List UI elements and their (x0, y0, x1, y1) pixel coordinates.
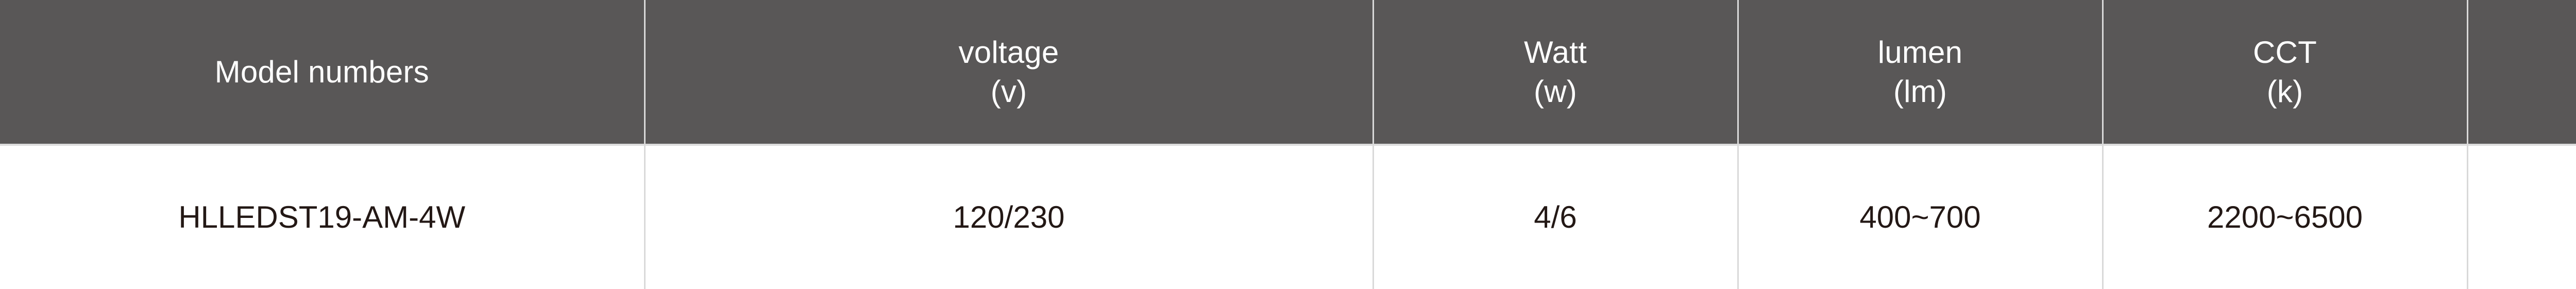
table-body: HLLEDST19-AM-4W 120/230 4/6 400~700 2200… (0, 145, 2576, 289)
cell-voltage: 120/230 (645, 145, 1374, 289)
column-header-watt-line2: (w) (1534, 74, 1577, 109)
column-header-watt-line1: Watt (1524, 35, 1587, 70)
column-header-colour-line1: Colour (2473, 53, 2576, 92)
cell-colour: amber (2467, 145, 2576, 289)
column-header-watt: Watt (w) (1373, 0, 1739, 146)
column-header-model-numbers: Model numbers (0, 0, 646, 146)
column-header-voltage-line1: voltage (958, 35, 1059, 70)
cell-model-number: HLLEDST19-AM-4W (0, 145, 646, 289)
column-header-lumen-line1: lumen (1877, 35, 1963, 70)
column-header-voltage: voltage (v) (645, 0, 1374, 146)
column-header-lumen: lumen (lm) (1738, 0, 2104, 146)
column-header-lumen-line2: (lm) (1893, 74, 1947, 109)
table-header-row: Model numbers voltage (v) Watt (w) lumen… (0, 0, 2576, 146)
table-row: HLLEDST19-AM-4W 120/230 4/6 400~700 2200… (0, 145, 2576, 289)
column-header-model-numbers-line1: Model numbers (214, 54, 429, 89)
cell-lumen: 400~700 (1738, 145, 2104, 289)
cell-cct: 2200~6500 (2103, 145, 2468, 289)
column-header-colour: Colour (2467, 0, 2576, 146)
column-header-cct-line1: CCT (2253, 35, 2317, 70)
column-header-cct-line2: (k) (2266, 74, 2303, 109)
column-header-voltage-line2: (v) (990, 74, 1027, 109)
column-header-cct: CCT (k) (2103, 0, 2468, 146)
table-header: Model numbers voltage (v) Watt (w) lumen… (0, 0, 2576, 146)
cell-watt: 4/6 (1373, 145, 1739, 289)
